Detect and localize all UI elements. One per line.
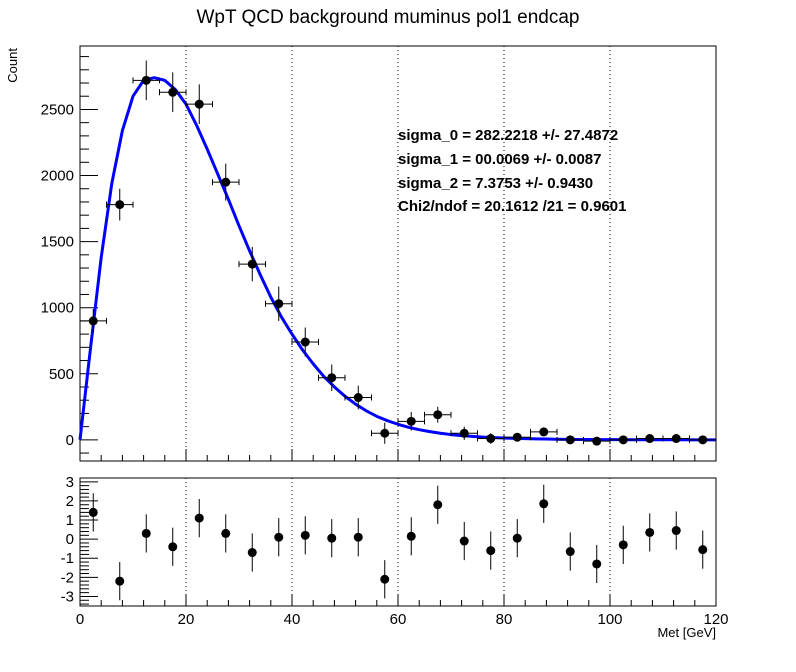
ratio-data-point xyxy=(698,545,708,555)
top-data-point xyxy=(380,428,390,438)
ratio-y-tick-label: -1 xyxy=(61,550,74,567)
ratio-data-point xyxy=(194,513,204,523)
ratio-data-point xyxy=(565,547,575,557)
ratio-data-point xyxy=(353,532,363,542)
ratio-y-tick-label: -2 xyxy=(61,569,74,586)
top-data-point xyxy=(327,373,337,383)
top-data-point xyxy=(88,316,98,326)
ratio-x-tick-label: 100 xyxy=(597,611,622,628)
top-data-point xyxy=(618,435,628,445)
ratio-data-point xyxy=(512,533,522,543)
ratio-data-point xyxy=(380,574,390,584)
ratio-y-tick-label: 1 xyxy=(66,512,74,529)
stats-line-chi2: Chi2/ndof = 20.1612 /21 = 0.9601 xyxy=(398,198,626,215)
ratio-data-point xyxy=(645,527,655,537)
top-data-point xyxy=(115,200,125,210)
chart-title: WpT QCD background muminus pol1 endcap xyxy=(196,7,579,28)
ratio-data-point xyxy=(459,536,469,546)
top-data-point xyxy=(406,416,416,426)
stats-line-sigma-1: sigma_1 = 00.0069 +/- 0.0087 xyxy=(398,151,602,168)
ratio-x-tick-label: 20 xyxy=(178,611,195,628)
x-axis-label: Met [GeV] xyxy=(657,625,716,640)
top-data-point xyxy=(168,87,178,97)
ratio-data-point xyxy=(115,576,125,586)
ratio-data-point xyxy=(539,499,549,509)
ratio-data-point xyxy=(221,528,231,538)
ratio-x-axis: 0 20 40 60 80 100 120 xyxy=(76,594,729,628)
ratio-y-tick-label: -3 xyxy=(61,588,74,605)
ratio-y-tick-label: 3 xyxy=(66,474,74,491)
ratio-x-tick-label: 60 xyxy=(390,611,407,628)
top-data-point xyxy=(698,435,708,445)
top-x-axis-ticks xyxy=(79,449,717,461)
ratio-x-tick-label: 120 xyxy=(703,611,728,628)
stats-line-sigma-2: sigma_2 = 7.3753 +/- 0.9430 xyxy=(398,175,593,192)
top-y-tick-label: 1000 xyxy=(41,300,74,317)
ratio-y-axis: -3 -2 -1 0 1 2 3 xyxy=(61,474,98,605)
top-data-point xyxy=(194,99,204,109)
top-data-points xyxy=(79,60,717,446)
ratio-data-point xyxy=(88,507,98,517)
ratio-x-tick-label: 80 xyxy=(496,611,513,628)
top-data-point xyxy=(539,427,549,437)
top-data-point xyxy=(645,434,655,444)
top-y-tick-label: 1500 xyxy=(41,234,74,251)
top-data-point xyxy=(353,393,363,403)
ratio-y-tick-label: 2 xyxy=(66,493,74,510)
top-data-point xyxy=(512,432,522,442)
ratio-y-tick-label: 0 xyxy=(66,531,74,548)
top-data-point xyxy=(459,428,469,438)
ratio-x-tick-label: 0 xyxy=(76,611,84,628)
ratio-data-point xyxy=(592,559,602,569)
ratio-grid xyxy=(185,478,611,606)
top-data-point xyxy=(433,410,443,420)
ratio-data-point xyxy=(327,533,337,543)
ratio-data-points xyxy=(88,484,708,601)
top-data-point xyxy=(221,177,231,187)
top-y-tick-label: 2500 xyxy=(41,101,74,118)
ratio-x-tick-label: 40 xyxy=(284,611,301,628)
ratio-data-point xyxy=(274,532,284,542)
top-data-point xyxy=(592,436,602,446)
top-y-tick-label: 500 xyxy=(49,366,74,383)
ratio-data-point xyxy=(141,528,151,538)
top-y-axis-label: Count xyxy=(5,48,20,83)
ratio-data-point xyxy=(247,548,257,558)
ratio-data-point xyxy=(671,526,681,536)
top-y-tick-label: 0 xyxy=(66,432,74,449)
ratio-data-point xyxy=(300,530,310,540)
top-data-point xyxy=(300,337,310,347)
top-y-tick-label: 2000 xyxy=(41,168,74,185)
ratio-data-point xyxy=(618,540,628,550)
top-data-point xyxy=(565,435,575,445)
ratio-data-point xyxy=(168,542,178,552)
top-data-point xyxy=(247,259,257,269)
top-data-point xyxy=(671,434,681,444)
top-data-point xyxy=(486,434,496,444)
ratio-data-point xyxy=(433,500,443,510)
stats-line-sigma-0: sigma_0 = 282.2218 +/- 27.4872 xyxy=(398,127,618,144)
top-data-point xyxy=(141,75,151,85)
ratio-data-point xyxy=(406,531,416,541)
top-data-point xyxy=(274,299,284,309)
ratio-data-point xyxy=(486,546,496,556)
